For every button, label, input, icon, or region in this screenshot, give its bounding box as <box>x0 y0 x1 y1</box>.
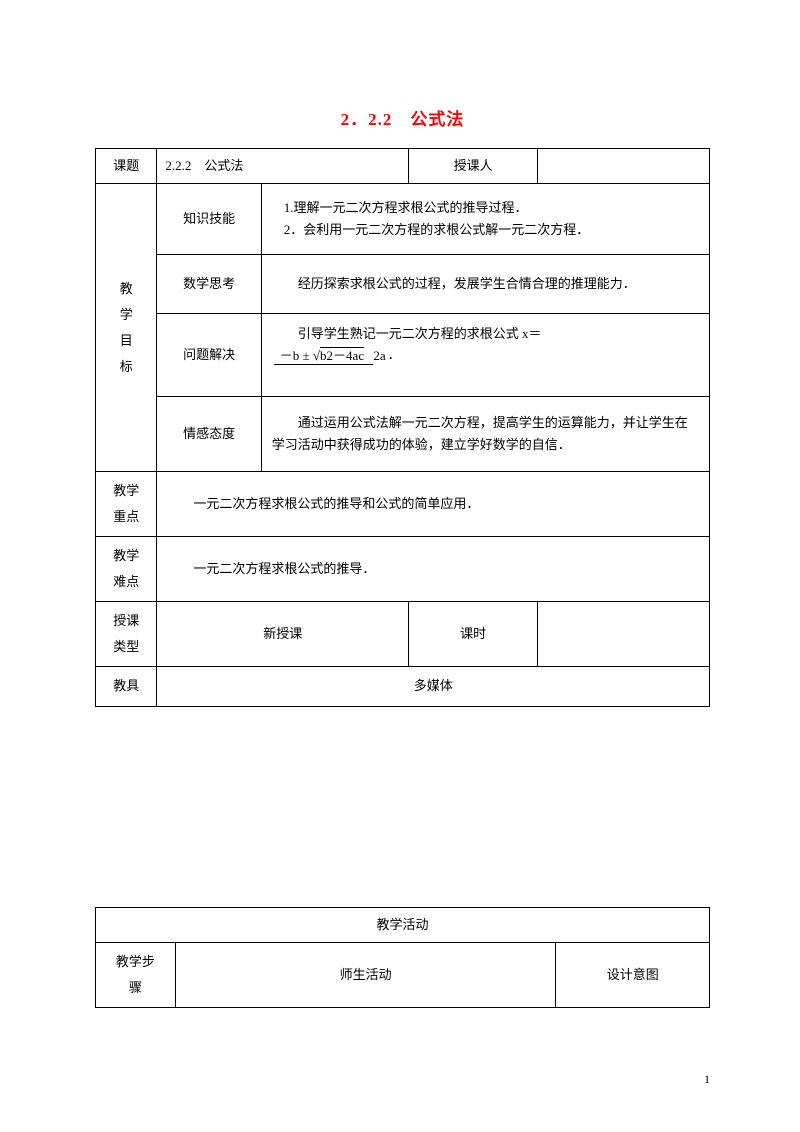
table-row: 教 学 目 标 知识技能 1.理解一元二次方程求根公式的推导过程． 2．会利用一… <box>96 184 710 255</box>
problem-solving-label: 问题解决 <box>157 314 261 397</box>
sqrt-inner: b2－4ac <box>320 348 364 363</box>
tools-value: 多媒体 <box>157 667 710 706</box>
tools-label: 教具 <box>96 667 157 706</box>
char: 教学步 <box>104 949 167 975</box>
problem-solving-content: 引导学生熟记一元二次方程的求根公式 x＝ －b ± √b2－4ac 2a ． <box>261 314 709 397</box>
table-row: 数学思考 经历探索求根公式的过程，发展学生合情合理的推理能力． <box>96 255 710 314</box>
math-thinking-label: 数学思考 <box>157 255 261 314</box>
char: 教 <box>104 276 148 302</box>
knowledge-skill-label: 知识技能 <box>157 184 261 255</box>
char: 难点 <box>104 569 148 595</box>
char: 学 <box>104 302 148 328</box>
char: 类型 <box>104 634 148 660</box>
char: 标 <box>104 354 148 380</box>
activity-col3: 设计意图 <box>556 942 710 1007</box>
char: 目 <box>104 328 148 354</box>
table-row: 教具 多媒体 <box>96 667 710 706</box>
instructor-value <box>538 149 710 184</box>
lecture-type-label: 授课 类型 <box>96 602 157 667</box>
difficulty-value: 一元二次方程求根公式的推导． <box>157 537 710 602</box>
table-row: 教学 重点 一元二次方程求根公式的推导和公式的简单应用． <box>96 472 710 537</box>
char: 教学 <box>104 543 148 569</box>
num-pre: －b ± <box>280 348 313 363</box>
class-hours-label: 课时 <box>409 602 538 667</box>
activity-table: 教学活动 教学步 骤 师生活动 设计意图 <box>95 907 710 1008</box>
page-number: 1 <box>704 1072 710 1087</box>
char: 骤 <box>104 975 167 1001</box>
attitude-content: 通过运用公式法解一元二次方程，提高学生的运算能力，并让学生在学习活动中获得成功的… <box>261 397 709 472</box>
topic-label: 课题 <box>96 149 157 184</box>
table-row: 授课 类型 新授课 课时 <box>96 602 710 667</box>
char: 教学 <box>104 478 148 504</box>
formula-after: ． <box>388 347 401 362</box>
table-row: 教学活动 <box>96 907 710 942</box>
table-row: 课题 2.2.2 公式法 授课人 <box>96 149 710 184</box>
math-thinking-content: 经历探索求根公式的过程，发展学生合情合理的推理能力． <box>261 255 709 314</box>
lecture-type-value: 新授课 <box>157 602 409 667</box>
attitude-label: 情感态度 <box>157 397 261 472</box>
lesson-plan-table: 课题 2.2.2 公式法 授课人 教 学 目 标 知识技能 1.理解一元二次方程… <box>95 148 710 707</box>
instructor-label: 授课人 <box>409 149 538 184</box>
table-row: 教学 难点 一元二次方程求根公式的推导． <box>96 537 710 602</box>
char: 授课 <box>104 608 148 634</box>
topic-value: 2.2.2 公式法 <box>157 149 409 184</box>
formula-fraction: －b ± √b2－4ac 2a <box>274 346 386 367</box>
char: 重点 <box>104 504 148 530</box>
knowledge-skill-content: 1.理解一元二次方程求根公式的推导过程． 2．会利用一元二次方程的求根公式解一元… <box>261 184 709 255</box>
formula-denominator: 2a <box>373 347 385 363</box>
table-row: 教学步 骤 师生活动 设计意图 <box>96 942 710 1007</box>
difficulty-label: 教学 难点 <box>96 537 157 602</box>
activity-header: 教学活动 <box>96 907 710 942</box>
keypoint-value: 一元二次方程求根公式的推导和公式的简单应用． <box>157 472 710 537</box>
doc-title: 2．2.2 公式法 <box>95 105 710 130</box>
formula-intro: 引导学生熟记一元二次方程的求根公式 x＝ <box>272 324 699 345</box>
formula-numerator: －b ± √b2－4ac <box>274 348 374 365</box>
table-row: 问题解决 引导学生熟记一元二次方程的求根公式 x＝ －b ± √b2－4ac 2… <box>96 314 710 397</box>
activity-col2: 师生活动 <box>175 942 556 1007</box>
activity-col1: 教学步 骤 <box>96 942 176 1007</box>
keypoint-label: 教学 重点 <box>96 472 157 537</box>
objectives-label: 教 学 目 标 <box>96 184 157 472</box>
class-hours-value <box>538 602 710 667</box>
table-row: 情感态度 通过运用公式法解一元二次方程，提高学生的运算能力，并让学生在学习活动中… <box>96 397 710 472</box>
